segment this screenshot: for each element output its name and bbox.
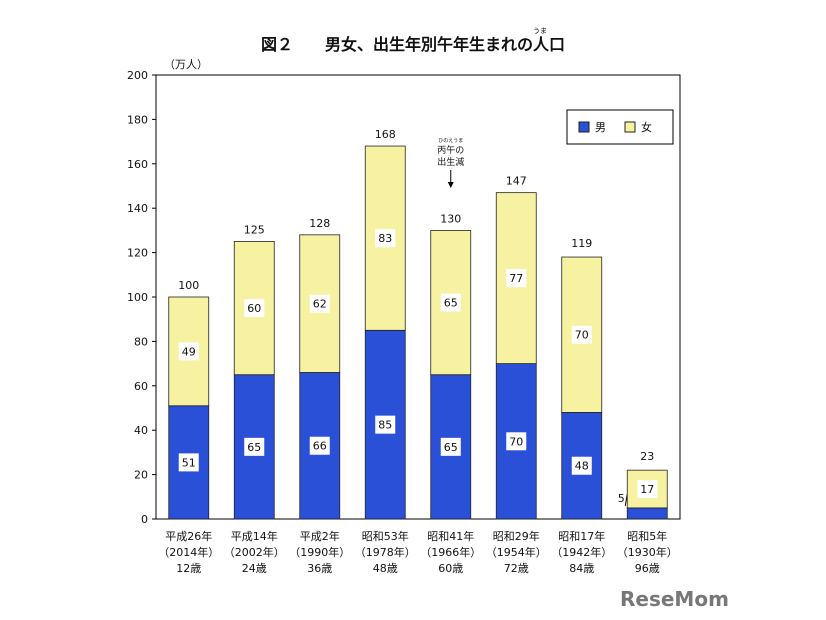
x-tick-label: （1954年） [486, 545, 547, 559]
title-ruby: うま [533, 27, 547, 35]
chart-title: 図２ 男女、出生年別午年生まれの人口 [261, 35, 565, 54]
x-tick-label: 昭和5年 [627, 529, 667, 543]
x-tick-label: 48歳 [373, 562, 398, 575]
data-label: 66 [313, 440, 327, 453]
data-label: 65 [444, 297, 458, 310]
legend-swatch [624, 121, 636, 133]
y-tick-label: 200 [127, 69, 148, 82]
y-tick-label: 40 [134, 424, 148, 437]
x-tick-label: 平成14年 [231, 529, 278, 543]
y-tick-label: 80 [134, 335, 148, 348]
data-label-bg [571, 456, 592, 475]
data-label: 60 [247, 302, 261, 315]
x-tick-label: 12歳 [176, 562, 201, 575]
y-tick-label: 20 [134, 469, 148, 482]
y-tick-label: 140 [127, 202, 148, 215]
total-label: 119 [571, 237, 592, 250]
resemom-watermark-logo: ReseMom [620, 587, 729, 611]
y-tick-label: 160 [127, 158, 148, 171]
x-tick-label: 昭和17年 [558, 529, 605, 543]
annotation-text: 出生減 [437, 156, 464, 168]
x-tick-label: 36歳 [307, 562, 332, 575]
x-tick-label: 平成26年 [165, 529, 212, 543]
x-tick-label: （2002年） [224, 545, 285, 559]
data-label-bg [375, 229, 396, 248]
data-label-bg [309, 436, 330, 455]
legend-label: 男 [595, 121, 606, 134]
data-label-bg [506, 432, 527, 451]
data-label-bg [244, 437, 265, 456]
data-label: 85 [378, 419, 392, 432]
data-label-bg [309, 294, 330, 313]
y-tick-label: 180 [127, 113, 148, 126]
x-tick-label: 96歳 [635, 562, 660, 575]
data-label: 5 [618, 492, 625, 505]
data-label-bg [178, 453, 199, 472]
total-label: 128 [309, 217, 330, 230]
data-label-bg [637, 480, 658, 499]
x-tick-label: 平成2年 [300, 529, 340, 543]
x-tick-label: 昭和53年 [362, 529, 409, 543]
data-label: 77 [509, 272, 523, 285]
bar-male [626, 507, 668, 520]
x-tick-label: （1942年） [551, 545, 612, 559]
bar-female [233, 241, 275, 376]
total-label: 125 [244, 224, 265, 237]
data-label-bg [440, 293, 461, 312]
data-label-bg [440, 437, 461, 456]
annotation-text: 丙午の [437, 144, 464, 156]
data-label: 17 [640, 483, 654, 496]
annotation-ruby: ひのえうま [438, 138, 463, 144]
data-label-bg [571, 325, 592, 344]
legend-swatch [578, 121, 590, 133]
total-label: 100 [178, 279, 199, 292]
data-label: 65 [444, 441, 458, 454]
data-label-bg [506, 269, 527, 288]
x-tick-label: 昭和41年 [427, 529, 474, 543]
y-tick-label: 60 [134, 380, 148, 393]
data-label-bg [244, 299, 265, 318]
annotation-arrowhead [447, 182, 454, 188]
data-label: 83 [378, 232, 392, 245]
total-label: 130 [440, 212, 461, 225]
total-label: 23 [640, 450, 654, 463]
data-label-bg [178, 342, 199, 361]
data-label: 70 [509, 435, 523, 448]
x-tick-label: 昭和29年 [493, 529, 540, 543]
data-label: 48 [575, 460, 589, 473]
x-tick-label: （1978年） [355, 545, 416, 559]
total-label: 168 [375, 128, 396, 141]
data-label: 49 [182, 345, 196, 358]
x-tick-label: （1930年） [617, 545, 678, 559]
data-label: 65 [247, 441, 261, 454]
x-tick-label: （1966年） [420, 545, 481, 559]
data-label-bg [375, 415, 396, 434]
legend-label: 女 [641, 120, 652, 134]
data-label: 51 [182, 456, 196, 469]
data-label: 62 [313, 298, 327, 311]
y-tick-label: 0 [141, 513, 148, 526]
y-tick-label: 120 [127, 247, 148, 260]
total-label: 147 [506, 175, 527, 188]
x-tick-label: （1990年） [289, 545, 350, 559]
data-label: 70 [575, 329, 589, 342]
x-tick-label: 84歳 [569, 562, 594, 575]
y-tick-label: 100 [127, 291, 148, 304]
x-tick-label: 24歳 [242, 562, 267, 575]
x-tick-label: 72歳 [504, 562, 529, 575]
x-tick-label: （2014年） [158, 545, 219, 559]
y-axis-label: （万人） [164, 58, 208, 71]
x-tick-label: 60歳 [438, 562, 463, 575]
